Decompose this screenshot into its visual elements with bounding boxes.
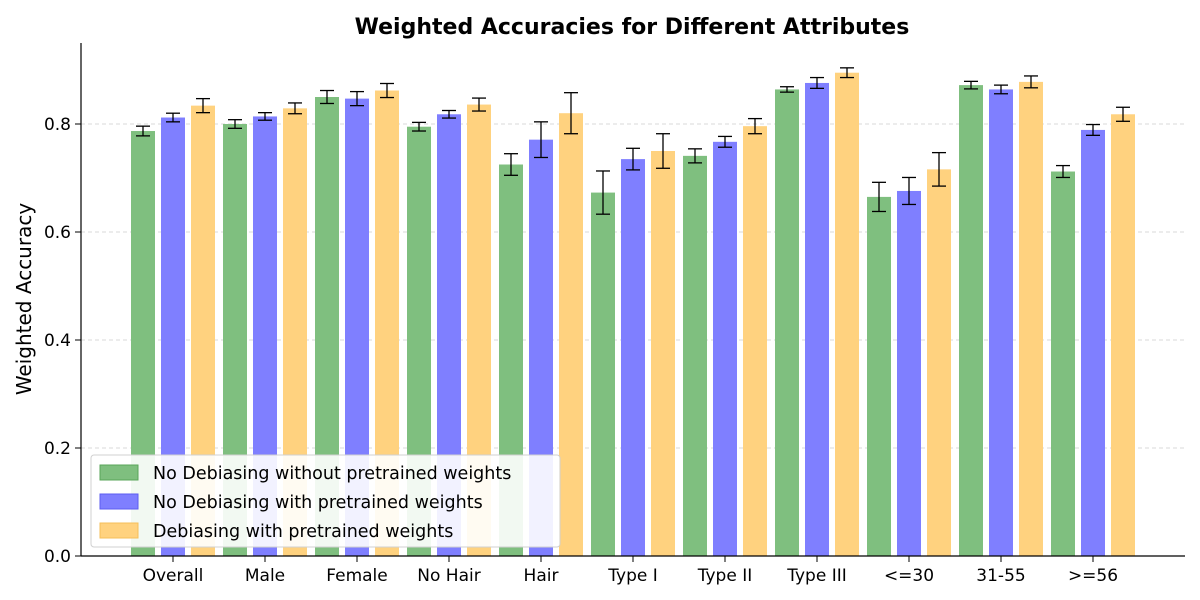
x-tick-label: Male: [245, 566, 285, 586]
error-bars: [136, 67, 1130, 215]
y-tick-label: 0.4: [44, 331, 71, 351]
x-tick-label: Type III: [786, 566, 847, 586]
x-tick-label: Type II: [697, 566, 752, 586]
y-tick-label: 0.2: [44, 439, 71, 459]
bar: [989, 89, 1013, 556]
bar: [559, 113, 583, 556]
bar: [1051, 171, 1075, 556]
legend-swatch: [99, 464, 139, 481]
x-tick-label: <=30: [884, 566, 934, 586]
bar: [1019, 81, 1043, 556]
bar: [835, 72, 859, 556]
legend-label: No Debiasing without pretrained weights: [153, 464, 511, 484]
x-tick-label: Overall: [143, 566, 204, 586]
legend-label: No Debiasing with pretrained weights: [153, 493, 483, 513]
bar: [683, 155, 707, 557]
x-tick-label: Type I: [607, 566, 657, 586]
chart-title: Weighted Accuracies for Different Attrib…: [355, 15, 910, 40]
bar: [621, 159, 645, 556]
legend-swatch: [99, 522, 139, 539]
x-tick-label: Hair: [524, 566, 559, 586]
bar: [897, 190, 921, 556]
bar: [713, 141, 737, 556]
bar: [775, 89, 799, 556]
x-tick-label: >=56: [1068, 566, 1118, 586]
bar: [959, 85, 983, 557]
legend-label: Debiasing with pretrained weights: [153, 522, 453, 542]
bar: [867, 196, 891, 556]
y-tick-label: 0.8: [44, 115, 71, 135]
bar: [743, 126, 767, 556]
y-tick-label: 0.0: [44, 547, 71, 567]
legend-swatch: [99, 493, 139, 510]
bar: [805, 82, 829, 557]
axes: 0.0 0.2 0.4 0.6 0.8 Overall Male Female No Hair H…: [44, 43, 1185, 586]
bar: [1081, 129, 1105, 556]
x-tick-label: Female: [326, 566, 387, 586]
x-tick-label: No Hair: [417, 566, 480, 586]
y-tick-label: 0.6: [44, 223, 71, 243]
bar: [651, 151, 675, 556]
x-tick-label: 31-55: [976, 566, 1025, 586]
y-axis-label: Weighted Accuracy: [12, 203, 36, 396]
bar: [591, 192, 615, 556]
bar: [1111, 114, 1135, 556]
legend: No Debiasing without pretrained weights N…: [90, 454, 561, 548]
bar: [927, 169, 951, 557]
legend-box: [90, 454, 561, 548]
